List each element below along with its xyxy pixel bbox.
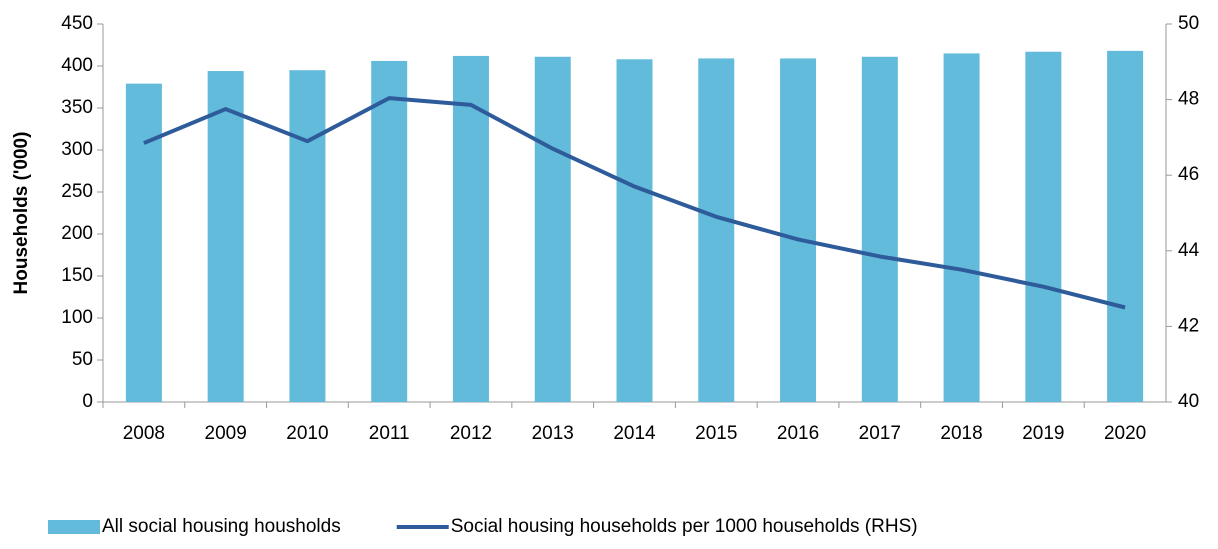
x-tick-label: 2019 — [1022, 423, 1064, 444]
bar — [1025, 51, 1062, 402]
y-tick-label: 300 — [61, 139, 93, 160]
x-tick-label: 2013 — [532, 423, 574, 444]
legend-label: All social housing housholds — [102, 516, 341, 537]
bar — [534, 56, 571, 402]
y2-tick-label: 46 — [1178, 164, 1199, 185]
y2-tick-label: 44 — [1178, 240, 1200, 261]
y2-tick-label: 48 — [1178, 89, 1199, 110]
x-tick-label: 2008 — [123, 423, 165, 444]
bar — [780, 58, 817, 402]
y-tick-label: 50 — [72, 349, 93, 370]
bar — [207, 71, 244, 402]
y-tick-label: 450 — [61, 13, 93, 34]
y-tick-label: 200 — [61, 223, 93, 244]
line — [143, 96, 1126, 310]
x-tick-label: 2012 — [450, 423, 492, 444]
y-tick-label: 150 — [61, 265, 93, 286]
bar — [452, 55, 489, 403]
x-tick-label: 2011 — [369, 423, 410, 444]
x-tick-label: 2016 — [777, 423, 819, 444]
x-tick-label: 2017 — [859, 423, 901, 444]
x-tick-label: 2015 — [695, 423, 737, 444]
x-tick-label: 2020 — [1104, 423, 1146, 444]
bar — [698, 58, 735, 402]
legend-label: Social housing households per 1000 house… — [451, 516, 918, 537]
y-tick-label: 350 — [61, 97, 93, 118]
y2-tick-label: 42 — [1178, 315, 1199, 336]
x-tick-label: 2010 — [286, 423, 328, 444]
y-tick-label: 400 — [61, 55, 93, 76]
bar — [861, 56, 898, 402]
legend-swatch — [48, 520, 100, 534]
x-tick-label: 2014 — [613, 423, 656, 444]
bar — [1107, 50, 1144, 402]
y-tick-label: 0 — [82, 391, 93, 412]
bar — [943, 53, 980, 403]
bar — [125, 83, 162, 402]
y-tick-label: 250 — [61, 181, 93, 202]
y-tick-label: 100 — [61, 307, 93, 328]
y-axis-label: Households ('000) — [11, 132, 32, 295]
bar — [289, 70, 326, 402]
x-tick-label: 2018 — [940, 423, 982, 444]
y2-tick-label: 40 — [1178, 391, 1199, 412]
bar — [371, 60, 408, 403]
y2-tick-label: 50 — [1178, 13, 1199, 34]
bar — [616, 59, 653, 402]
x-tick-label: 2009 — [205, 423, 247, 444]
